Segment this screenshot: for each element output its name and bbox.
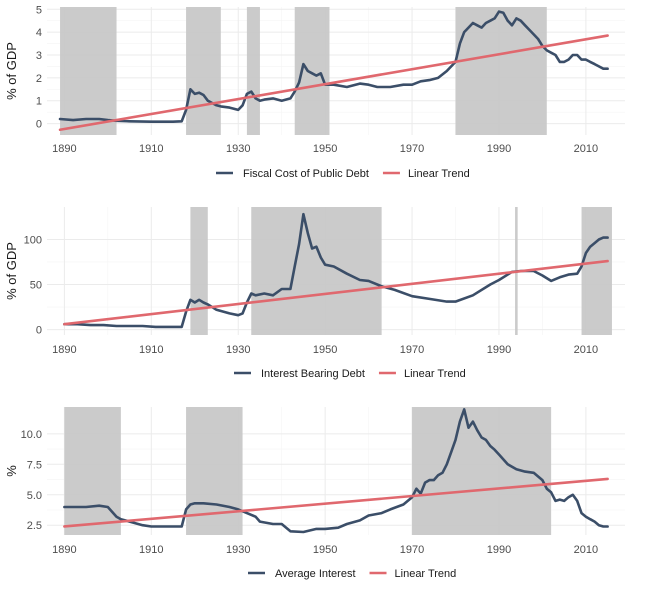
legend-label-series: Fiscal Cost of Public Debt <box>243 168 369 180</box>
legend: Interest Bearing Debt Linear Trend <box>234 368 466 380</box>
x-tick-label: 1950 <box>313 544 337 556</box>
x-tick-label: 1910 <box>139 143 163 155</box>
shaded-period <box>186 7 221 135</box>
y-tick-label: 7.5 <box>27 459 42 471</box>
y-tick-label: 10.0 <box>21 429 42 441</box>
shaded-period <box>581 207 612 335</box>
legend-label-series: Interest Bearing Debt <box>261 368 365 380</box>
y-tick-label: 0 <box>36 119 42 131</box>
y-tick-label: 2.5 <box>27 520 42 532</box>
trend-line <box>58 34 609 132</box>
y-axis-title: % of GDP <box>4 42 19 100</box>
trend-line <box>63 477 609 528</box>
legend: Fiscal Cost of Public Debt Linear Trend <box>216 168 470 180</box>
y-tick-label: 3 <box>36 50 42 62</box>
shaded-period <box>412 407 552 535</box>
trend-line <box>63 259 609 326</box>
y-tick-label: 5.0 <box>27 490 42 502</box>
y-tick-label: 50 <box>30 280 42 292</box>
x-tick-label: 1930 <box>226 544 250 556</box>
x-tick-label: 1990 <box>487 344 511 356</box>
legend-label-trend: Linear Trend <box>404 368 466 380</box>
x-tick-label: 1910 <box>139 344 163 356</box>
x-tick-label: 2010 <box>574 143 598 155</box>
legend-label-series: Average Interest <box>275 568 356 580</box>
legend-label-trend: Linear Trend <box>408 168 470 180</box>
x-tick-label: 1890 <box>52 344 76 356</box>
shaded-period <box>251 207 382 335</box>
shaded-period <box>455 7 547 135</box>
y-axis-title: % of GDP <box>4 242 19 300</box>
x-tick-label: 1990 <box>487 143 511 155</box>
shaded-period <box>64 407 121 535</box>
series-line <box>63 212 609 329</box>
x-tick-label: 1970 <box>400 544 424 556</box>
shaded-period <box>60 7 117 135</box>
shaded-period <box>294 7 330 135</box>
x-tick-label: 1950 <box>313 143 337 155</box>
x-tick-label: 1970 <box>400 344 424 356</box>
y-axis-title: % <box>4 465 19 477</box>
x-tick-label: 2010 <box>574 344 598 356</box>
y-tick-label: 4 <box>36 27 42 39</box>
panel-average-interest: 1890 1910 1930 1950 1970 1990 2010 2.5 5.0 7.5 10.… <box>4 407 625 580</box>
legend-label-trend: Linear Trend <box>395 568 457 580</box>
y-tick-label: 5 <box>36 4 42 16</box>
x-tick-label: 1990 <box>487 544 511 556</box>
y-tick-label: 0 <box>36 325 42 337</box>
x-tick-label: 1970 <box>400 143 424 155</box>
x-tick-label: 1950 <box>313 344 337 356</box>
series-line <box>63 408 609 534</box>
x-tick-label: 1910 <box>139 544 163 556</box>
x-tick-label: 1930 <box>226 344 250 356</box>
shaded-period <box>246 7 260 135</box>
series-line <box>58 10 609 123</box>
shaded-period <box>190 207 208 335</box>
panel-fiscal-cost: 1890 1910 1930 1950 1970 1990 2010 0 1 2 3 4 5 % of G… <box>4 4 625 180</box>
legend: Average Interest Linear Trend <box>248 568 456 580</box>
y-tick-label: 2 <box>36 73 42 85</box>
x-tick-label: 1890 <box>52 143 76 155</box>
x-tick-label: 1930 <box>226 143 250 155</box>
panel-interest-bearing-debt: 1890 1910 1930 1950 1970 1990 2010 0 50 100 % of G… <box>4 207 625 380</box>
x-tick-label: 2010 <box>574 544 598 556</box>
x-tick-label: 1890 <box>52 544 76 556</box>
y-tick-label: 1 <box>36 96 42 108</box>
y-tick-label: 100 <box>24 234 42 246</box>
